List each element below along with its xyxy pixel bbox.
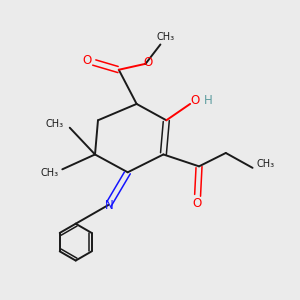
Text: O: O xyxy=(82,54,91,67)
Text: N: N xyxy=(105,200,114,212)
Text: CH₃: CH₃ xyxy=(257,159,275,169)
Text: H: H xyxy=(204,94,213,107)
Text: O: O xyxy=(192,197,202,210)
Text: CH₃: CH₃ xyxy=(41,168,59,178)
Text: CH₃: CH₃ xyxy=(46,119,64,129)
Text: O: O xyxy=(143,56,152,69)
Text: CH₃: CH₃ xyxy=(157,32,175,42)
Text: O: O xyxy=(190,94,199,107)
